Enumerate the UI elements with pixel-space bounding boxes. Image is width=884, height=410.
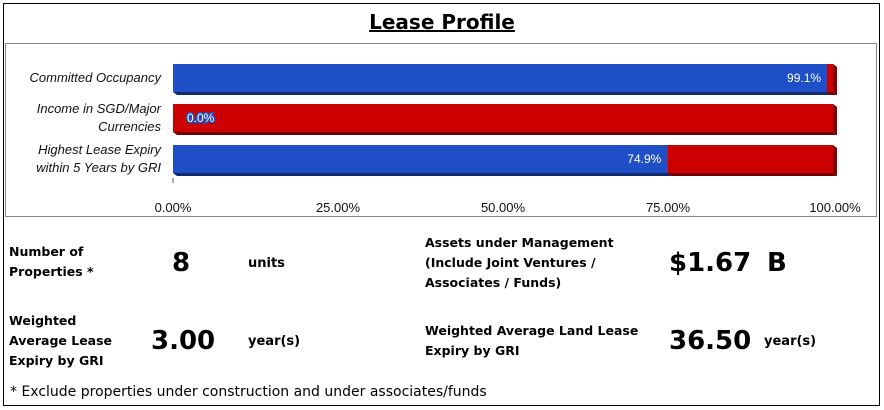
walle-label: Weighted Average Land Lease Expiry by GR… bbox=[425, 321, 638, 361]
bar-bottom-face bbox=[827, 92, 837, 95]
bar-segment bbox=[173, 104, 833, 132]
properties-label-line: Properties * bbox=[9, 264, 94, 279]
bar-side-face bbox=[833, 64, 837, 95]
page-title: Lease Profile bbox=[369, 10, 515, 34]
aum-label-line: Assets under Management bbox=[425, 235, 614, 250]
wale-label-line: Average Lease bbox=[9, 333, 113, 348]
bar-bottom-face bbox=[173, 173, 672, 176]
wale-label-line: Expiry by GRI bbox=[9, 353, 104, 368]
category-label: within 5 Years by GRI bbox=[36, 160, 161, 175]
chart-frame bbox=[5, 43, 877, 217]
aum-value: $1.67 bbox=[669, 248, 752, 278]
bar-data-label: 0.0% bbox=[187, 111, 215, 125]
x-tick-label: 25.00% bbox=[316, 200, 361, 215]
footnote: * Exclude properties under construction … bbox=[10, 384, 487, 400]
category-label: Income in SGD/Major bbox=[37, 101, 162, 116]
wale-unit: year(s) bbox=[248, 334, 301, 349]
bar-bottom-face bbox=[667, 173, 837, 176]
properties-label: Number of Properties * bbox=[9, 242, 94, 282]
properties-value: 8 bbox=[172, 248, 191, 278]
aum-label-line: Associates / Funds) bbox=[425, 275, 562, 290]
bar-side-face bbox=[833, 145, 837, 176]
bar-data-label: 99.1% bbox=[787, 71, 821, 85]
bar-data-label: 74.9% bbox=[627, 152, 661, 166]
x-tick-label: 50.00% bbox=[481, 200, 526, 215]
bar-side-face bbox=[833, 104, 837, 135]
aum-label-line: (Include Joint Ventures / bbox=[425, 255, 596, 270]
walle-unit: year(s) bbox=[764, 334, 817, 349]
lease-profile-chart: 99.1% Committed Occupancy 0.0% Income in SG… bbox=[30, 64, 861, 215]
panel-frame bbox=[3, 3, 880, 406]
properties-unit: units bbox=[248, 256, 285, 271]
wale-label-line: Weighted bbox=[9, 313, 77, 328]
walle-label-line: Expiry by GRI bbox=[425, 343, 520, 358]
category-label: Highest Lease Expiry bbox=[38, 142, 162, 157]
wale-value: 3.00 bbox=[151, 326, 216, 356]
aum-label: Assets under Management (Include Joint V… bbox=[425, 233, 614, 293]
bar-segment bbox=[827, 64, 833, 92]
category-label: Currencies bbox=[98, 119, 161, 134]
bar-segment bbox=[173, 145, 668, 173]
properties-label-line: Number of bbox=[9, 244, 84, 259]
bar-bottom-face bbox=[173, 132, 837, 135]
category-label: Committed Occupancy bbox=[30, 70, 163, 85]
x-tick-label: 0.00% bbox=[155, 200, 192, 215]
wale-label: Weighted Average Lease Expiry by GRI bbox=[9, 311, 112, 371]
bar-segment bbox=[173, 64, 828, 92]
bar-segment bbox=[667, 145, 833, 173]
walle-label-line: Weighted Average Land Lease bbox=[425, 323, 639, 338]
bar-bottom-face bbox=[173, 92, 832, 95]
x-tick-label: 100.00% bbox=[809, 200, 861, 215]
walle-value: 36.50 bbox=[669, 326, 752, 356]
aum-unit: B bbox=[767, 248, 787, 278]
x-tick-label: 75.00% bbox=[646, 200, 691, 215]
